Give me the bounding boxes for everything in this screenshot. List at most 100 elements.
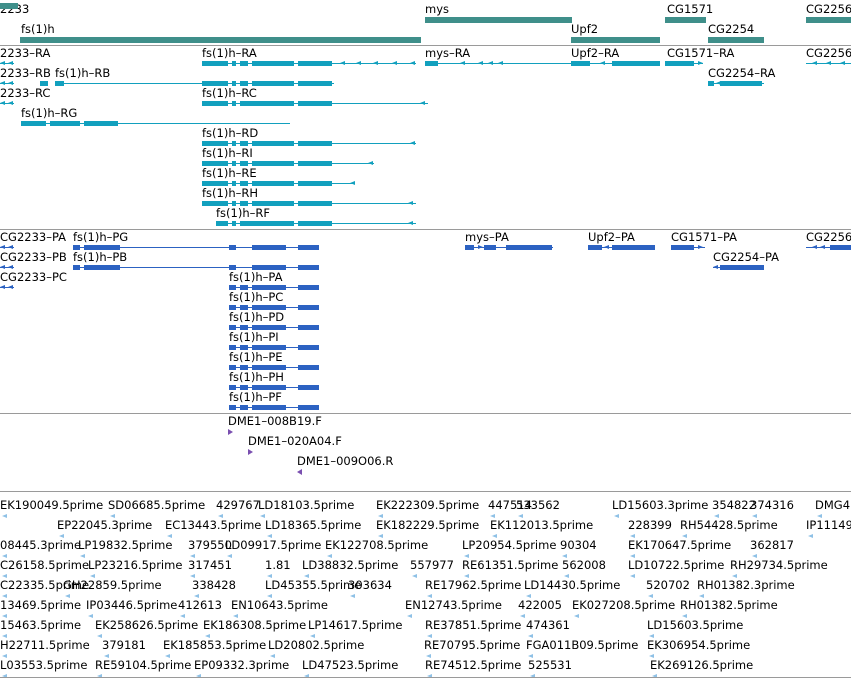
est-label[interactable]: RE17962.5prime <box>425 578 522 592</box>
transcript-label[interactable]: mys–RA <box>425 46 471 60</box>
gene-label[interactable]: mys <box>425 2 449 16</box>
est-label[interactable]: LD18103.5prime <box>258 498 355 512</box>
est-label[interactable]: EN10643.5prime <box>231 598 328 612</box>
est-label[interactable]: EN12743.5prime <box>405 598 502 612</box>
protein-label[interactable]: CG1571–PA <box>671 230 738 244</box>
est-label[interactable]: 362817 <box>750 538 794 552</box>
protein-label[interactable]: fs(1)h–PI <box>229 330 279 344</box>
est-label[interactable]: EK112013.5prime <box>490 518 594 532</box>
protein-label[interactable]: CG2233–PB <box>0 250 67 264</box>
est-label[interactable]: 447514 <box>488 498 532 512</box>
est-label[interactable]: 474361 <box>526 618 570 632</box>
est-label[interactable]: SD06685.5prime <box>108 498 206 512</box>
est-label[interactable]: 429767 <box>216 498 260 512</box>
transcript-label[interactable]: CG2256 <box>806 46 851 60</box>
est-label[interactable]: EK222309.5prime <box>376 498 480 512</box>
est-label[interactable]: LD15603.5prime <box>647 618 744 632</box>
protein-label[interactable]: fs(1)h–PE <box>229 350 283 364</box>
est-label[interactable]: L03553.5prime <box>0 658 88 672</box>
est-label[interactable]: LD09917.5prime <box>225 538 322 552</box>
est-label[interactable]: 379181 <box>102 638 146 652</box>
est-label[interactable]: LD18365.5prime <box>265 518 362 532</box>
transcript-label[interactable]: fs(1)h–RD <box>202 126 259 140</box>
transcript-label[interactable]: fs(1)h–RB <box>55 66 111 80</box>
est-label[interactable]: 338428 <box>192 578 236 592</box>
tag-marker[interactable] <box>248 449 253 455</box>
est-label[interactable]: 13469.5prime <box>0 598 82 612</box>
est-label[interactable]: EK170647.5prime <box>628 538 732 552</box>
est-label[interactable]: LD14430.5prime <box>524 578 621 592</box>
transcript-label[interactable]: fs(1)h–RH <box>202 186 259 200</box>
est-label[interactable]: C26158.5prime <box>0 558 90 572</box>
protein-label[interactable]: Upf2–PA <box>588 230 635 244</box>
est-label[interactable]: DMG4 <box>815 498 851 512</box>
transcript-label[interactable]: 2233–RC <box>0 86 51 100</box>
protein-label[interactable]: fs(1)h–PH <box>229 370 284 384</box>
tag-marker[interactable] <box>228 429 233 435</box>
est-label[interactable]: 08445.3prime <box>0 538 82 552</box>
transcript-label[interactable]: fs(1)h–RI <box>202 146 253 160</box>
est-label[interactable]: RE61351.5prime <box>462 558 559 572</box>
est-label[interactable]: 525531 <box>528 658 572 672</box>
est-label[interactable]: EK186308.5prime <box>203 618 307 632</box>
gene-label[interactable]: CG1571 <box>667 2 714 16</box>
est-label[interactable]: RH01382.3prime <box>697 578 795 592</box>
transcript-label[interactable]: 2233–RA <box>0 46 51 60</box>
protein-label[interactable]: CG2233–PA <box>0 230 67 244</box>
est-label[interactable]: RE74512.5prime <box>425 658 522 672</box>
est-label[interactable]: EK185853.5prime <box>163 638 267 652</box>
est-label[interactable]: 557977 <box>410 558 454 572</box>
est-label[interactable]: LP19832.5prime <box>78 538 173 552</box>
est-label[interactable]: 533562 <box>516 498 560 512</box>
est-label[interactable]: EK258626.5prime <box>95 618 199 632</box>
est-label[interactable]: 15463.5prime <box>0 618 82 632</box>
tag-marker[interactable] <box>297 469 302 475</box>
est-label[interactable]: H22711.5prime <box>0 638 90 652</box>
est-label[interactable]: FGA011B09.5prime <box>526 638 639 652</box>
tag-label[interactable]: DME1–009O06.R <box>297 454 394 468</box>
est-label[interactable]: 379550 <box>188 538 232 552</box>
est-label[interactable]: LP23216.5prime <box>88 558 183 572</box>
gene-label[interactable]: CG2256 <box>806 2 851 16</box>
est-label[interactable]: EP22045.3prime <box>57 518 153 532</box>
est-label[interactable]: LP14617.5prime <box>308 618 403 632</box>
est-label[interactable]: RH01382.5prime <box>680 598 778 612</box>
est-label[interactable]: EK190049.5prime <box>0 498 104 512</box>
est-label[interactable]: RE37851.5prime <box>425 618 522 632</box>
est-label[interactable]: 317451 <box>188 558 232 572</box>
protein-label[interactable]: fs(1)h–PA <box>229 270 283 284</box>
transcript-label[interactable]: fs(1)h–RG <box>21 106 78 120</box>
est-label[interactable]: IP03446.5prime <box>86 598 178 612</box>
transcript-label[interactable]: 2233–RB <box>0 66 51 80</box>
est-label[interactable]: 374316 <box>750 498 794 512</box>
protein-label[interactable]: CG2233–PC <box>0 270 67 284</box>
protein-label[interactable]: fs(1)h–PC <box>229 290 284 304</box>
est-label[interactable]: LD20802.5prime <box>268 638 365 652</box>
gene-label[interactable]: fs(1)h <box>21 22 55 36</box>
est-label[interactable]: C22335.5prime <box>0 578 90 592</box>
transcript-label[interactable]: fs(1)h–RA <box>202 46 257 60</box>
gene-label[interactable]: Upf2 <box>571 22 599 36</box>
est-label[interactable]: RE59104.5prime <box>95 658 192 672</box>
protein-label[interactable]: fs(1)h–PG <box>73 230 129 244</box>
est-label[interactable]: RE70795.5prime <box>424 638 521 652</box>
transcript-label[interactable]: fs(1)h–RF <box>216 206 270 220</box>
est-label[interactable]: RH29734.5prime <box>730 558 828 572</box>
est-label[interactable]: 422005 <box>518 598 562 612</box>
est-label[interactable]: 303634 <box>348 578 392 592</box>
est-label[interactable]: RH54428.5prime <box>680 518 778 532</box>
est-label[interactable]: EC13443.5prime <box>165 518 262 532</box>
transcript-label[interactable]: fs(1)h–RC <box>202 86 257 100</box>
est-label[interactable]: LD47523.5prime <box>302 658 399 672</box>
transcript-label[interactable]: fs(1)h–RE <box>202 166 257 180</box>
est-label[interactable]: 412613 <box>178 598 222 612</box>
est-label[interactable]: EK027208.5prime <box>572 598 676 612</box>
est-label[interactable]: LD10722.5prime <box>628 558 725 572</box>
protein-label[interactable]: fs(1)h–PF <box>229 390 282 404</box>
protein-label[interactable]: mys–PA <box>465 230 509 244</box>
est-label[interactable]: 562008 <box>562 558 606 572</box>
tag-label[interactable]: DME1–020A04.F <box>248 434 342 448</box>
protein-label[interactable]: fs(1)h–PD <box>229 310 285 324</box>
est-label[interactable]: 90304 <box>560 538 597 552</box>
est-label[interactable]: GH22859.5prime <box>63 578 162 592</box>
